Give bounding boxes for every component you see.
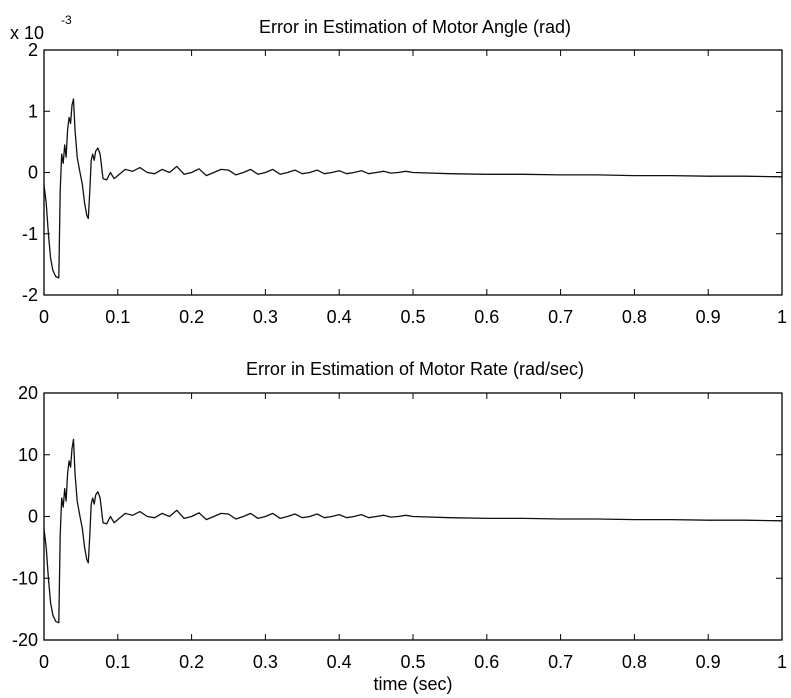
x-tick-label: 0.2 (179, 307, 204, 327)
x-tick-label: 0.4 (327, 307, 352, 327)
x-tick-label: 0.5 (400, 652, 425, 672)
y-multiplier-label: x 10 -3 (10, 13, 72, 43)
rate-error-trace (43, 438, 783, 624)
rate-error-ticks: 0 0.1 0.2 0.3 0.4 0.5 0.6 0.7 0.8 0.9 1 -20 -10 0 10 20 (12, 383, 787, 672)
x-tick-label: 0.2 (179, 652, 204, 672)
x-tick-label: 0.4 (327, 652, 352, 672)
y-tick-label: -20 (12, 630, 38, 650)
rate-error-plot: Error in Estimation of Motor Rate (rad/s… (12, 359, 787, 694)
x-tick-label: 0.1 (105, 652, 130, 672)
x-tick-label: 0.5 (400, 307, 425, 327)
y-multiplier-base: x 10 (10, 23, 44, 43)
x-tick-label: 0.7 (548, 652, 573, 672)
angle-error-trace (43, 98, 783, 279)
y-tick-label: 0 (28, 163, 38, 183)
x-tick-label: 0.1 (105, 307, 130, 327)
y-tick-label: 10 (18, 445, 38, 465)
x-tick-label: 0.8 (622, 307, 647, 327)
x-tick-label: 0.9 (696, 652, 721, 672)
x-tick-label: 0.6 (474, 307, 499, 327)
rate-error-title: Error in Estimation of Motor Rate (rad/s… (246, 359, 584, 379)
x-tick-label: 0.8 (622, 652, 647, 672)
x-tick-label: 0.9 (696, 307, 721, 327)
y-tick-label: 0 (28, 507, 38, 527)
angle-error-title: Error in Estimation of Motor Angle (rad) (259, 17, 571, 37)
x-tick-label: 0.3 (253, 652, 278, 672)
angle-error-plot: Error in Estimation of Motor Angle (rad)… (10, 13, 787, 327)
x-tick-label: 0.6 (474, 652, 499, 672)
y-tick-label: 20 (18, 383, 38, 403)
y-tick-label: -1 (22, 224, 38, 244)
x-tick-label: 1 (777, 307, 787, 327)
y-tick-label: 2 (28, 40, 38, 60)
x-tick-label: 0 (39, 307, 49, 327)
y-tick-label: -10 (12, 568, 38, 588)
x-tick-label: 0 (39, 652, 49, 672)
x-tick-label: 1 (777, 652, 787, 672)
angle-error-ticks: 0 0.1 0.2 0.3 0.4 0.5 0.6 0.7 0.8 0.9 1 -2 -1 0 1 2 (22, 40, 787, 327)
x-tick-label: 0.7 (548, 307, 573, 327)
y-tick-label: 1 (28, 101, 38, 121)
x-tick-label: 0.3 (253, 307, 278, 327)
y-multiplier-exponent: -3 (61, 13, 72, 27)
y-tick-label: -2 (22, 285, 38, 305)
x-axis-label: time (sec) (373, 674, 452, 694)
